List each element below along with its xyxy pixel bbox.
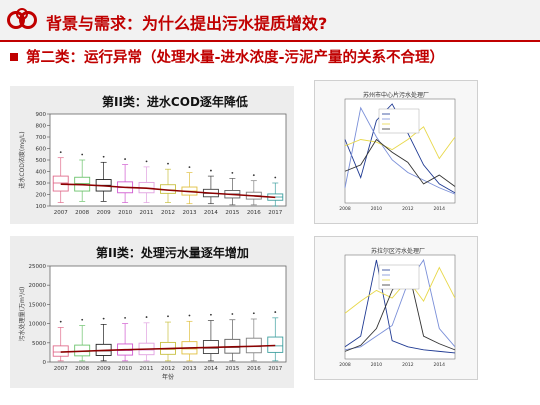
x-tick-label: 2012 [402, 362, 414, 368]
outlier-point [188, 314, 191, 317]
y-axis-label: 进水COD浓度(mg/L) [18, 131, 26, 188]
y-tick-label: 5000 [32, 341, 46, 347]
outlier-point [210, 313, 212, 316]
flow-chart-panel: 0 5000 10000 15000 20000 25000 污水处理量(万m³/d) 200… [10, 236, 294, 388]
plant-a-chart-title: 苏州市中心片污水处理厂 [363, 92, 430, 99]
x-tick-label: 2014 [204, 210, 218, 216]
plant-b-line-chart: 2008 2010 2012 2014 [339, 254, 456, 368]
trend-line [60, 344, 276, 353]
outlier-point [231, 171, 234, 174]
outlier-point [59, 320, 62, 323]
x-tick-label: 2017 [268, 366, 282, 372]
flow-boxplot-chart: 0 5000 10000 15000 20000 25000 污水处理量(万m³/d) 200… [18, 264, 287, 381]
outlier-point [231, 313, 234, 315]
outlier-point [167, 162, 169, 165]
x-tick-label: 2010 [371, 206, 383, 212]
x-tick-label: 2014 [434, 362, 446, 368]
y-tick-label: 10000 [29, 322, 47, 328]
x-tick-label: 2013 [182, 366, 196, 372]
outlier-point [252, 174, 255, 177]
series-blue-line [344, 106, 456, 195]
x-tick-label: 2013 [182, 210, 196, 216]
outlier-point [81, 153, 84, 156]
x-tick-label: 2016 [247, 366, 261, 372]
x-tick-label: 2011 [140, 366, 154, 372]
series-navy-line [344, 259, 456, 354]
y-tick-label: 900 [36, 112, 47, 118]
x-tick-label: 2012 [161, 366, 175, 372]
outlier-point [188, 166, 191, 169]
y-tick-label: 15000 [29, 302, 47, 308]
y-tick-label: 100 [36, 204, 47, 210]
section-subtitle: 第二类：运行异常（处理水量-进水浓度-污泥产量的关系不合理） [26, 50, 445, 66]
x-tick-label: 2014 [434, 206, 446, 212]
y-tick-label: 800 [36, 124, 47, 130]
plant-b-chart-panel: 2008 2010 2012 2014 苏拉尔区污水处理厂 [314, 236, 478, 380]
outlier-point [145, 160, 148, 163]
series-yellow-line [344, 126, 456, 160]
outlier-point [81, 318, 84, 321]
outlier-point [59, 151, 62, 154]
y-tick-label: 0 [43, 360, 47, 366]
interlocking-rings-logo-icon [7, 8, 37, 29]
y-tick-label: 700 [36, 135, 47, 141]
outlier-point [252, 312, 255, 315]
x-tick-label: 2010 [118, 210, 132, 216]
series-blue-line [344, 258, 456, 351]
y-tick-label: 300 [36, 181, 47, 187]
x-tick-label: 2010 [118, 366, 132, 372]
x-tick-label: 2012 [402, 206, 414, 212]
outlier-point [145, 316, 148, 318]
x-tick-label: 2008 [75, 210, 89, 216]
x-tick-label: 2008 [75, 366, 89, 372]
flow-chart-title: 第II类：处理污水量逐年增加 [96, 246, 249, 260]
y-tick-label: 500 [36, 158, 47, 164]
x-tick-label: 2011 [140, 210, 154, 216]
x-tick-label: 2008 [339, 206, 351, 212]
x-axis-label: 年份 [162, 373, 174, 381]
x-tick-label: 2016 [247, 210, 261, 216]
x-tick-label: 2015 [225, 366, 239, 372]
y-axis-label: 污水处理量(万m³/d) [18, 287, 26, 342]
outlier-point [102, 317, 105, 320]
plant-a-line-chart: 2008 2010 2012 2014 [339, 98, 456, 212]
outlier-point [167, 315, 169, 318]
x-tick-label: 2014 [204, 366, 218, 372]
cod-boxplot-chart: 100 200 300 400 500 600 700 800 900 进水COD浓度(mg/L)… [18, 112, 287, 216]
header-bar: 背景与需求：为什么提出污水提质增效? [0, 0, 540, 42]
x-tick-label: 2010 [371, 362, 383, 368]
outlier-point [274, 176, 277, 179]
outlier-point [124, 316, 126, 319]
outlier-point [274, 311, 277, 313]
plant-a-chart-panel: 2008 2010 2012 2014 苏州市中心片污水处理厂 [314, 80, 478, 224]
y-tick-label: 20000 [29, 283, 47, 289]
box-mark [267, 336, 284, 353]
x-tick-label: 2017 [268, 210, 282, 216]
x-tick-label: 2009 [97, 210, 111, 216]
cod-chart-title: 第II类：进水COD逐年降低 [102, 95, 248, 109]
y-tick-label: 400 [36, 170, 47, 176]
y-tick-label: 25000 [29, 264, 47, 270]
subtitle-bullet-icon [10, 53, 18, 61]
series-dark-line [344, 138, 456, 187]
plant-b-chart-title: 苏拉尔区污水处理厂 [371, 248, 426, 255]
outlier-point [124, 158, 126, 160]
x-tick-label: 2007 [54, 210, 68, 216]
x-tick-label: 2015 [225, 210, 239, 216]
x-tick-label: 2007 [54, 366, 68, 372]
y-tick-label: 600 [36, 147, 47, 153]
trend-line [60, 183, 276, 199]
cod-chart-panel: 100 200 300 400 500 600 700 800 900 进水COD浓度(mg/L)… [10, 86, 294, 224]
outlier-point [210, 169, 212, 172]
plot-area [49, 265, 287, 363]
x-tick-label: 2012 [161, 210, 175, 216]
x-tick-label: 2009 [97, 366, 111, 372]
outlier-point [102, 155, 105, 158]
y-tick-label: 200 [36, 193, 47, 199]
page-title: 背景与需求：为什么提出污水提质增效? [46, 14, 328, 33]
x-tick-label: 2008 [339, 362, 351, 368]
